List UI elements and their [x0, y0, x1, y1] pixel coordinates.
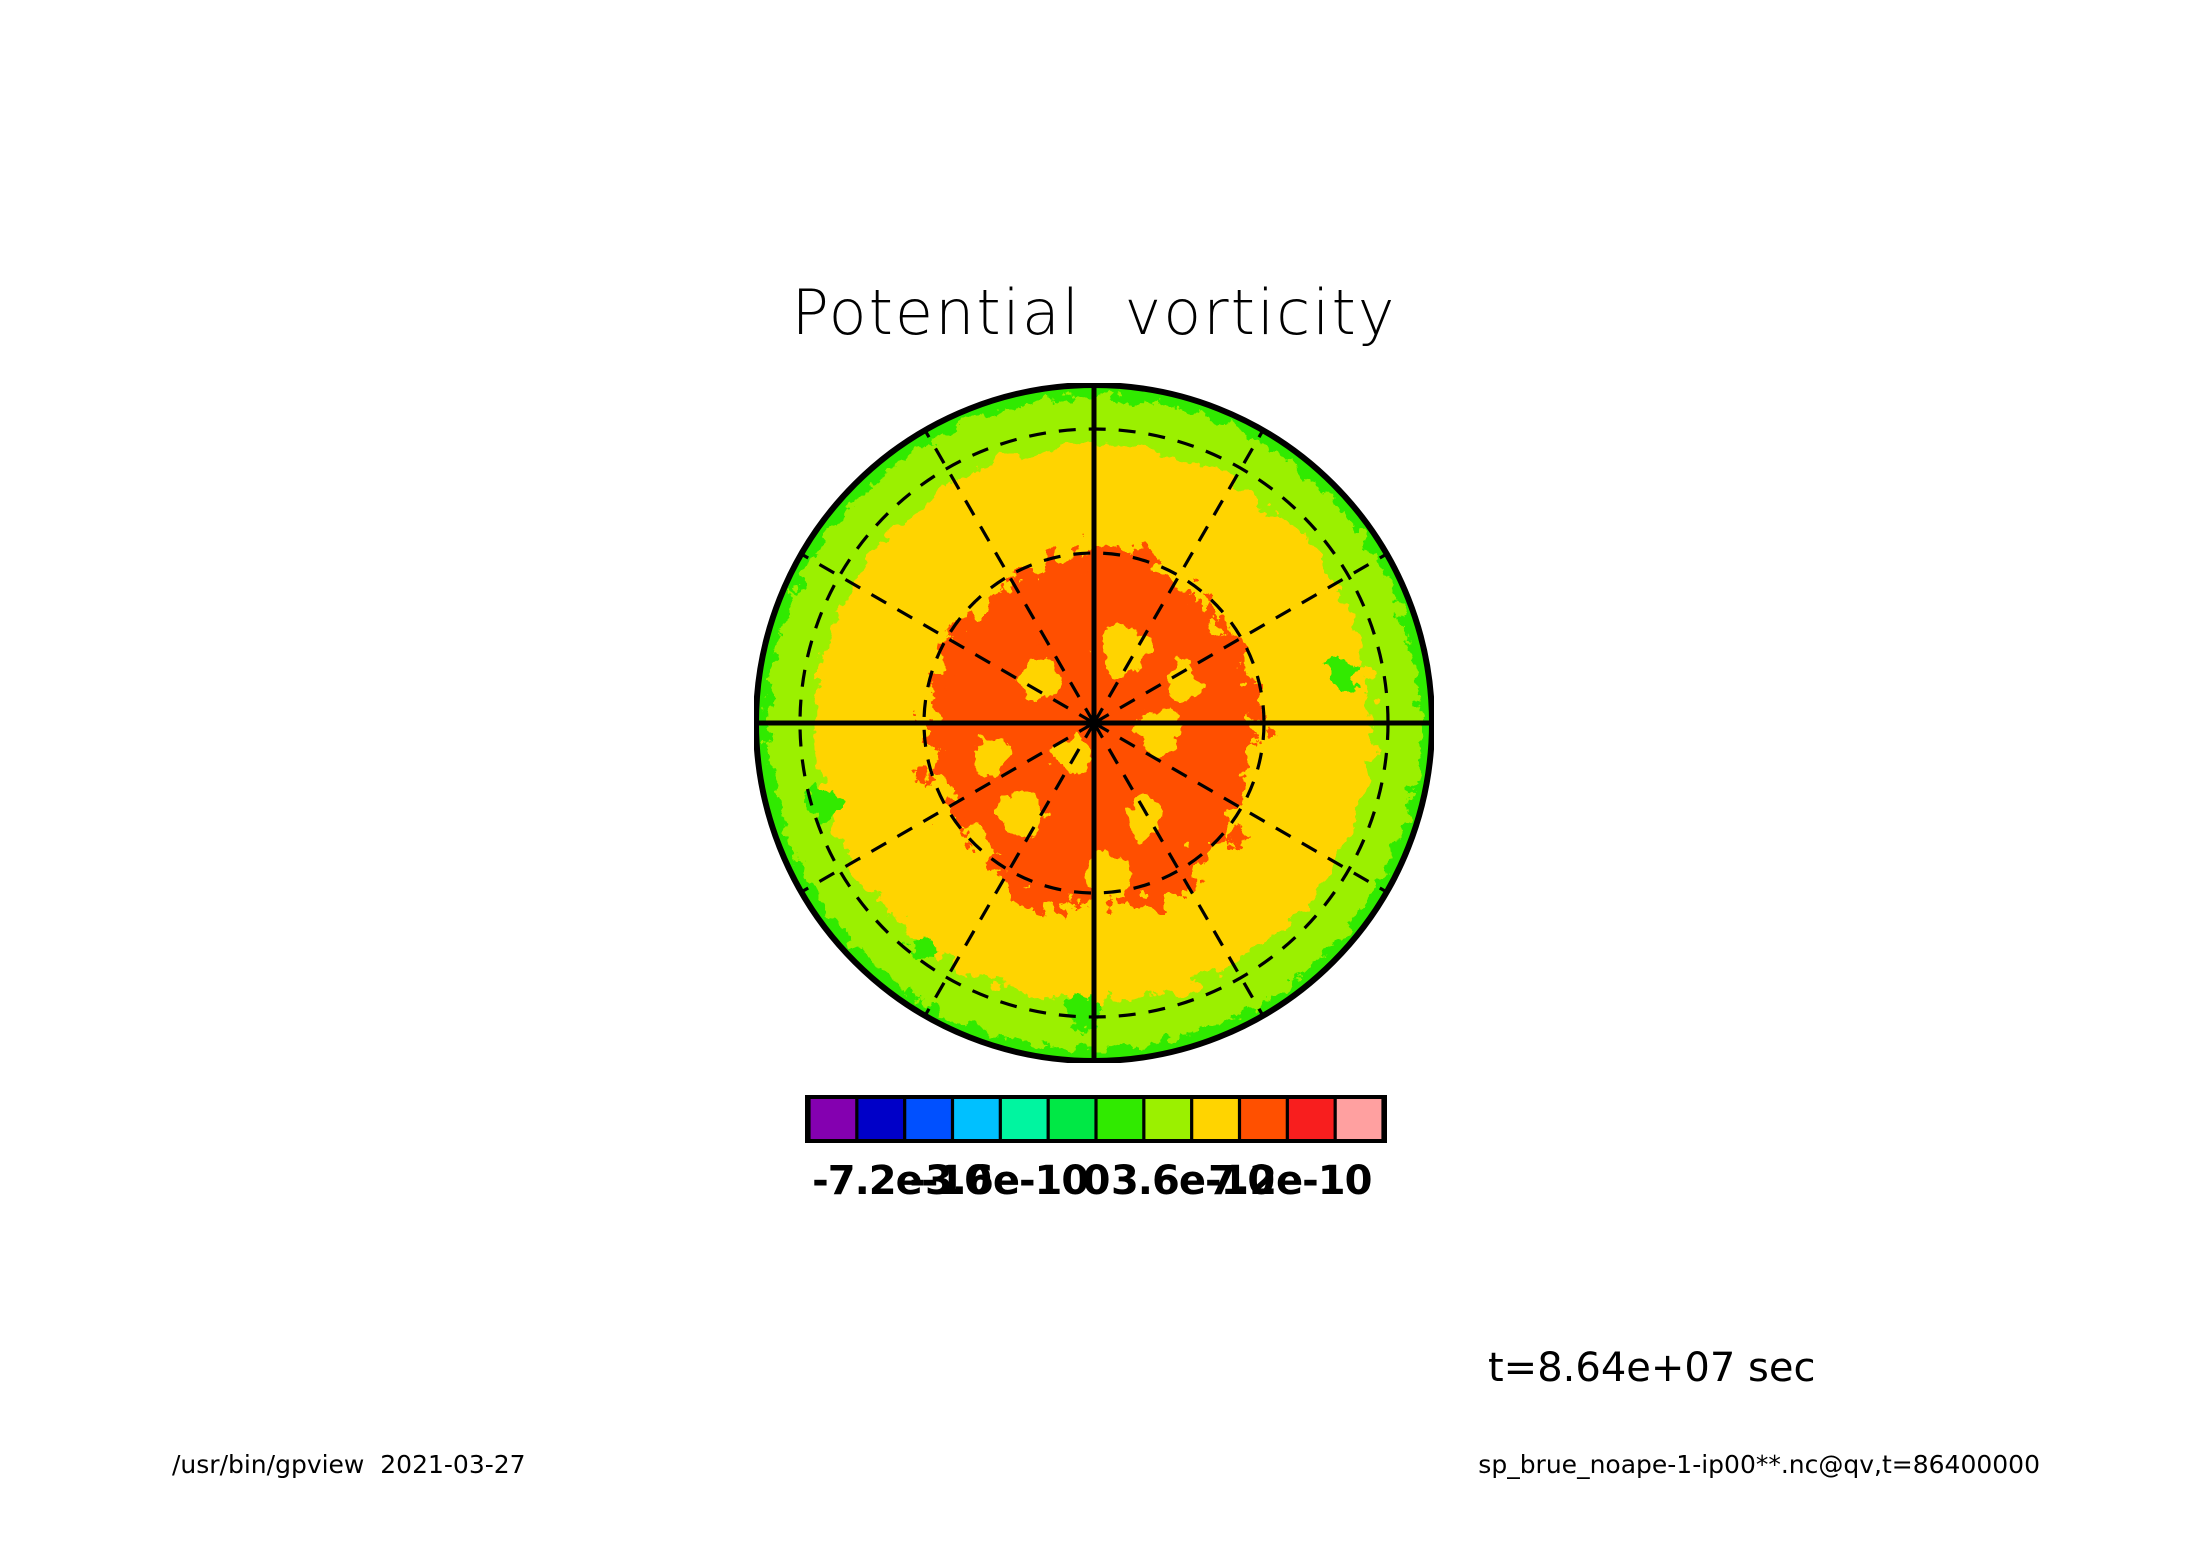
- colorbar-swatch: [954, 1099, 999, 1139]
- colorbar-swatch: [1336, 1099, 1382, 1139]
- colorbar-swatch: [858, 1099, 904, 1139]
- colorbar-tick-label: 0: [1082, 1158, 1111, 1204]
- footer-dataset-source: sp_brue_noape-1-ip00**.nc@qv,t=86400000: [1478, 1450, 2040, 1479]
- time-annotation: t=8.64e+07 sec: [1488, 1345, 1816, 1391]
- colorbar-swatch: [1097, 1099, 1143, 1139]
- colorbar-swatch: [1241, 1099, 1286, 1139]
- colorbar-swatch: [1049, 1099, 1095, 1139]
- colorbar-swatch: [1145, 1099, 1191, 1139]
- colorbar-swatch: [810, 1099, 856, 1139]
- colorbar-tick-label: -3.6e-10: [909, 1158, 1089, 1204]
- contour-speckles-green: [806, 659, 1356, 1031]
- colorbar-tick-label: 3.6e-10: [1110, 1158, 1275, 1204]
- colorbar-tick-label: -7.2e-10: [812, 1158, 992, 1204]
- polar-map-svg: [754, 383, 1434, 1063]
- colorbar-tick-label: 7.2e-10: [1208, 1158, 1372, 1204]
- colorbar-tick-labels: -7.2e-10 -3.6e-10 0 3.6e-10 7.2e-10: [0, 1158, 2188, 1208]
- colorbar: [805, 1095, 1387, 1143]
- colorbar-cells: [810, 1099, 1382, 1139]
- map-outer-boundary: [754, 383, 1434, 1063]
- meridians-dashed: [799, 428, 1389, 1018]
- colorbar-swatch: [1288, 1099, 1334, 1139]
- polar-contour-map: [754, 383, 1434, 1063]
- colorbar-svg: [805, 1095, 1387, 1143]
- colorbar-swatch: [1001, 1099, 1047, 1139]
- meridians-solid: [755, 384, 1433, 1062]
- page-title: Potential vorticity: [791, 276, 1397, 349]
- footer-command-and-date: /usr/bin/gpview 2021-03-27: [172, 1450, 526, 1479]
- colorbar-swatch: [1193, 1099, 1238, 1139]
- colorbar-swatch: [906, 1099, 951, 1139]
